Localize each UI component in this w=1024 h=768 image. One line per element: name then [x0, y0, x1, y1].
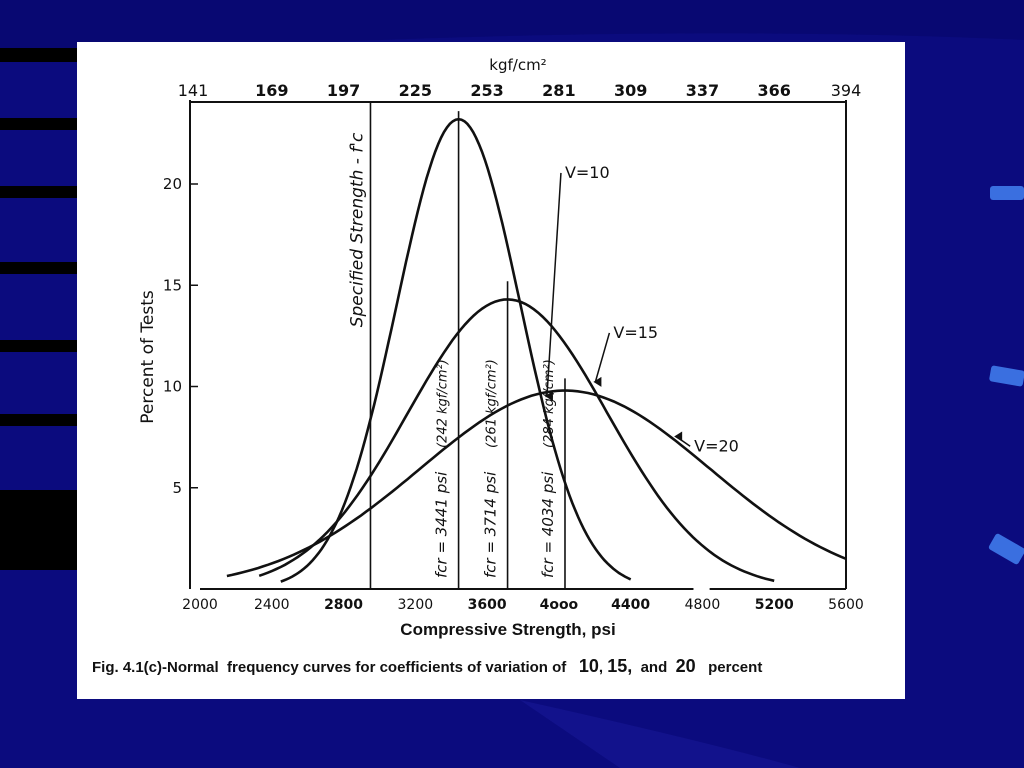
fcr-kgf-label: (261 kgf/cm²) — [485, 359, 500, 448]
arrow-head — [593, 376, 602, 387]
curve-v20 — [226, 389, 847, 578]
y-tick-label: 10 — [163, 378, 182, 396]
top-tick-label: 366 — [758, 81, 791, 100]
x-tick-label: 5200 — [755, 597, 794, 613]
curve-v10 — [280, 117, 632, 583]
arrow-head — [674, 431, 683, 442]
curve-arrow — [594, 332, 611, 383]
top-tick-label: 169 — [255, 81, 288, 100]
curves: V=10 V=15 V=20 — [226, 117, 847, 583]
top-tick-label: 337 — [686, 81, 719, 100]
y-tick-label: 20 — [163, 175, 182, 193]
top-tick-label: 225 — [399, 81, 432, 100]
x-tick-label: 4400 — [611, 597, 650, 613]
figure-caption: Fig. 4.1(c)-Normal frequency curves for … — [92, 656, 892, 677]
x-tick-label: 2400 — [254, 597, 290, 613]
caption-v2: 15, — [607, 656, 633, 676]
vertical-lines: Specified Strength - f'c fcr = 3441 psi (2… — [347, 103, 566, 589]
specified-strength-label: Specified Strength - f'c — [347, 132, 367, 327]
series-label: V=10 — [565, 163, 610, 182]
y-tick-label: 5 — [172, 479, 182, 497]
fcr-label: fcr = 3441 psi — [433, 471, 451, 578]
x-tick-label: 4ooo — [540, 597, 579, 613]
top-tick-label: 141 — [178, 81, 209, 100]
y-tick-label: 15 — [163, 276, 182, 294]
curve-v15 — [258, 298, 775, 583]
y-ticks: 5 10 15 20 — [163, 175, 198, 497]
top-tick-label: 197 — [327, 81, 360, 100]
left-stripes — [0, 48, 77, 570]
caption-and: and — [640, 659, 668, 676]
x-axis-label: Compressive Strength, psi — [400, 620, 615, 639]
top-tick-label: 281 — [542, 81, 575, 100]
fcr-kgf-label: (284 kgf/cm²) — [542, 359, 557, 448]
arrow-head — [544, 391, 553, 402]
fcr-kgf-label: (242 kgf/cm²) — [436, 359, 451, 448]
caption-prefix: Fig. 4.1(c)-Normal — [92, 659, 219, 676]
x-ticks: 2000 2400 2800 3200 3600 4ooo 4400 4800 5200 5600 — [182, 597, 864, 613]
y-axis-label: Percent of Tests — [138, 290, 158, 424]
fcr-label: fcr = 4034 psi — [539, 471, 557, 578]
top-tick-label: 309 — [614, 81, 647, 100]
x-tick-label: 3600 — [468, 597, 507, 613]
fcr-label: fcr = 3714 psi — [482, 471, 500, 578]
top-tick-label: 253 — [470, 81, 503, 100]
right-accents — [988, 186, 1024, 565]
top-axis-label: kgf/cm² — [489, 56, 546, 74]
x-tick-label: 3200 — [398, 597, 434, 613]
plot-frame — [189, 100, 847, 590]
caption-v3: 20 — [675, 656, 696, 676]
top-ticks: 141 169 197 225 253 281 309 337 366 394 — [178, 81, 862, 100]
x-tick-label: 2800 — [324, 597, 363, 613]
caption-text: frequency curves for coefficients of var… — [227, 659, 567, 676]
series-label: V=15 — [613, 323, 658, 342]
series-label: V=20 — [694, 436, 739, 455]
x-tick-label: 5600 — [828, 597, 864, 613]
curve-arrow — [546, 172, 562, 397]
top-tick-label: 394 — [831, 81, 862, 100]
caption-suffix: percent — [708, 659, 763, 676]
x-tick-label: 4800 — [685, 597, 721, 613]
caption-sep: , — [598, 659, 604, 676]
x-tick-label: 2000 — [182, 597, 218, 613]
caption-v1: 10 — [578, 656, 599, 676]
